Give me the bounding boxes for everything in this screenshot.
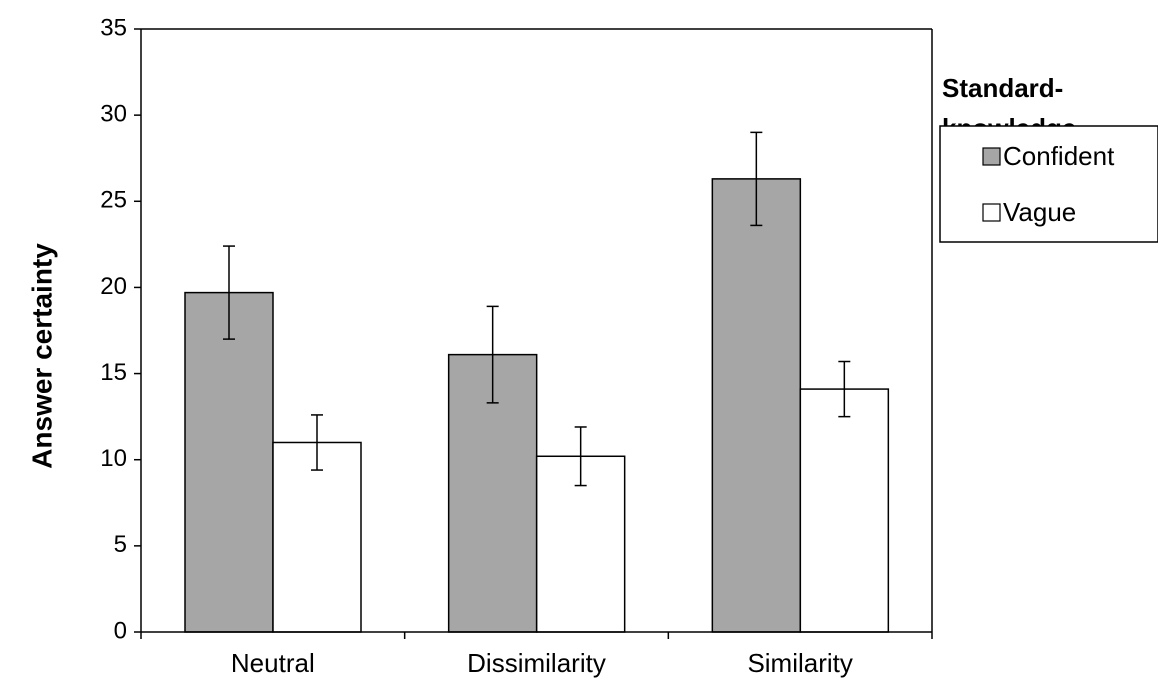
bar-vague-similarity [799, 388, 890, 633]
error-bars-group [223, 131, 851, 487]
error-bar-confident-neutral [223, 245, 235, 340]
legend-label-confident: Confident [1003, 141, 1115, 171]
bar-confident-similarity [711, 178, 802, 633]
bars-group [184, 178, 890, 633]
x-category-labels: Neutral Dissimilarity Similarity [231, 648, 853, 678]
bar-confident-neutral [184, 291, 274, 633]
y-tick-label: 25 [100, 187, 127, 214]
legend-title-line1: Standard- [942, 73, 1063, 103]
y-tick-label: 5 [114, 531, 127, 558]
error-bar-confident-similarity [750, 131, 763, 227]
legend-item-confident: Confident [982, 141, 1115, 171]
legend-swatch-confident [982, 147, 1001, 166]
legend-item-vague: Vague [982, 197, 1076, 227]
error-bar-vague-similarity [838, 360, 851, 418]
x-category-label-neutral: Neutral [231, 648, 315, 678]
y-tick-label: 0 [114, 617, 127, 644]
y-tick-label: 30 [100, 100, 127, 127]
axes-group [134, 28, 933, 639]
y-tick-label: 10 [100, 445, 127, 472]
y-tick-label: 15 [100, 359, 127, 386]
y-axis-title: Answer certainty [26, 243, 57, 469]
legend-box [939, 125, 1158, 243]
bar-vague-neutral [272, 441, 362, 633]
error-bar-vague-neutral [311, 414, 323, 471]
x-category-label-similarity: Similarity [747, 648, 852, 678]
error-bar-confident-dissimilarity [486, 305, 499, 404]
y-tick-label: 35 [100, 14, 127, 41]
y-tick-label: 20 [100, 273, 127, 300]
x-category-label-dissimilarity: Dissimilarity [467, 648, 606, 678]
legend-label-vague: Vague [1003, 197, 1076, 227]
y-tick-labels: 0 5 10 15 20 25 30 35 [100, 14, 127, 644]
legend-items: Confident Vague [982, 141, 1115, 227]
legend-swatch-vague [982, 203, 1001, 222]
error-bar-vague-dissimilarity [574, 426, 587, 487]
